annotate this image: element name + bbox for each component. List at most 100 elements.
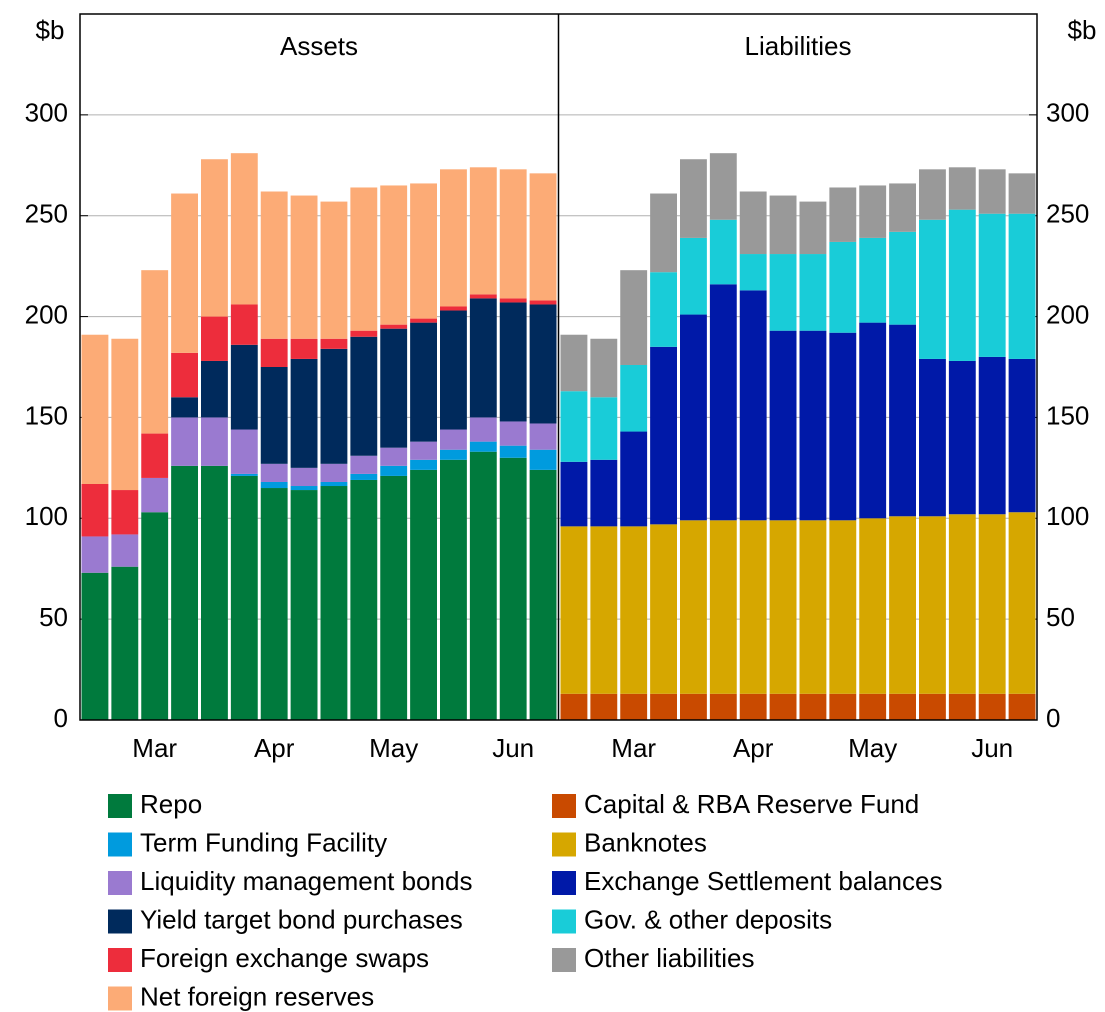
- legend-label: Net foreign reserves: [140, 981, 374, 1011]
- bar-segment: [650, 193, 677, 273]
- bar-segment: [440, 169, 467, 307]
- bar-segment: [380, 447, 408, 466]
- bar-segment: [320, 481, 348, 487]
- bar-segment: [230, 344, 258, 430]
- x-tick-label: Apr: [254, 733, 295, 763]
- bar-segment: [410, 469, 437, 720]
- bar-segment: [560, 693, 588, 720]
- legend-label: Yield target bond purchases: [140, 904, 463, 934]
- bar-segment: [290, 490, 318, 720]
- bar-segment: [410, 322, 437, 442]
- bar-segment: [590, 693, 618, 720]
- bar-segment: [919, 516, 946, 694]
- bar-segment: [799, 520, 827, 694]
- bar-segment: [590, 459, 618, 527]
- bar-segment: [919, 169, 946, 220]
- bar-segment: [201, 159, 228, 317]
- bar-segment: [560, 334, 588, 392]
- bar-segment: [260, 463, 288, 482]
- bar-segment: [948, 693, 976, 720]
- bar-segment: [201, 360, 228, 418]
- bar-segment: [978, 213, 1006, 357]
- bar-segment: [350, 336, 378, 456]
- legend-swatch: [552, 832, 576, 857]
- bar-segment: [859, 322, 887, 519]
- bar-segment: [620, 693, 648, 720]
- bar-segment: [320, 201, 348, 339]
- panel-title: Assets: [280, 31, 358, 61]
- bar-segment: [410, 183, 437, 319]
- bar-segment: [799, 201, 827, 255]
- legend-swatch: [108, 871, 132, 895]
- bar-segment: [769, 330, 797, 521]
- bar-segment: [709, 153, 737, 220]
- bar-segment: [859, 237, 887, 323]
- bar-segment: [440, 306, 467, 311]
- legend-swatch: [108, 794, 132, 818]
- bar-segment: [81, 483, 109, 537]
- bar-segment: [81, 334, 109, 484]
- legend-swatch: [108, 948, 132, 972]
- bar-segment: [739, 191, 767, 255]
- bar-segment: [829, 332, 857, 521]
- legend-label: Exchange Settlement balances: [584, 866, 942, 896]
- bar-segment: [469, 294, 497, 299]
- bar-segment: [440, 310, 467, 430]
- bar-segment: [529, 469, 557, 720]
- bar-segment: [829, 693, 857, 720]
- bar-segment: [709, 219, 737, 285]
- bar-segment: [739, 290, 767, 521]
- bar-segment: [889, 516, 916, 694]
- bar-segment: [769, 254, 797, 331]
- bar-segment: [141, 433, 169, 478]
- bar-segment: [81, 536, 109, 573]
- bar-segment: [650, 524, 677, 694]
- bar-segment: [799, 330, 827, 521]
- bar-segment: [859, 693, 887, 720]
- legend-label: Foreign exchange swaps: [140, 943, 429, 973]
- bar-segment: [650, 693, 677, 720]
- bar-segment: [499, 445, 527, 458]
- bar-segment: [620, 364, 648, 432]
- bar-segment: [201, 417, 228, 466]
- bar-segment: [111, 566, 139, 720]
- legend-label: Other liabilities: [584, 943, 755, 973]
- bar-segment: [499, 298, 527, 303]
- bar-segment: [290, 358, 318, 468]
- bar-segment: [590, 397, 618, 460]
- bar-segment: [799, 254, 827, 331]
- bar-segment: [799, 693, 827, 720]
- bar-segment: [560, 461, 588, 527]
- y-tick-label: 100: [25, 501, 68, 531]
- bar-segment: [499, 457, 527, 720]
- legend-label: Gov. & other deposits: [584, 904, 832, 934]
- bar-segment: [81, 572, 109, 720]
- y-tick-label: 300: [1046, 98, 1089, 128]
- bar-segment: [230, 429, 258, 474]
- legend-swatch: [552, 871, 576, 895]
- bar-segment: [978, 169, 1006, 214]
- bar-segment: [410, 459, 437, 470]
- x-tick-label: May: [369, 733, 418, 763]
- legend-label: Repo: [140, 789, 202, 819]
- bar-segment: [440, 429, 467, 450]
- bar-segment: [260, 338, 288, 367]
- legend-swatch: [552, 909, 576, 934]
- bar-segment: [290, 195, 318, 339]
- bar-segment: [320, 463, 348, 482]
- bar-segment: [380, 185, 408, 325]
- x-tick-label: Mar: [611, 733, 656, 763]
- bar-segment: [469, 441, 497, 452]
- bar-segment: [230, 304, 258, 345]
- bar-segment: [290, 486, 318, 491]
- bar-segment: [380, 328, 408, 448]
- y-tick-label: 150: [1046, 400, 1089, 430]
- bar-segment: [919, 358, 946, 517]
- bar-segment: [350, 330, 378, 337]
- bar-segment: [290, 467, 318, 487]
- y-tick-label: 50: [1046, 602, 1075, 632]
- bar-segment: [201, 465, 228, 720]
- bar-segment: [380, 465, 408, 476]
- bar-segment: [739, 520, 767, 694]
